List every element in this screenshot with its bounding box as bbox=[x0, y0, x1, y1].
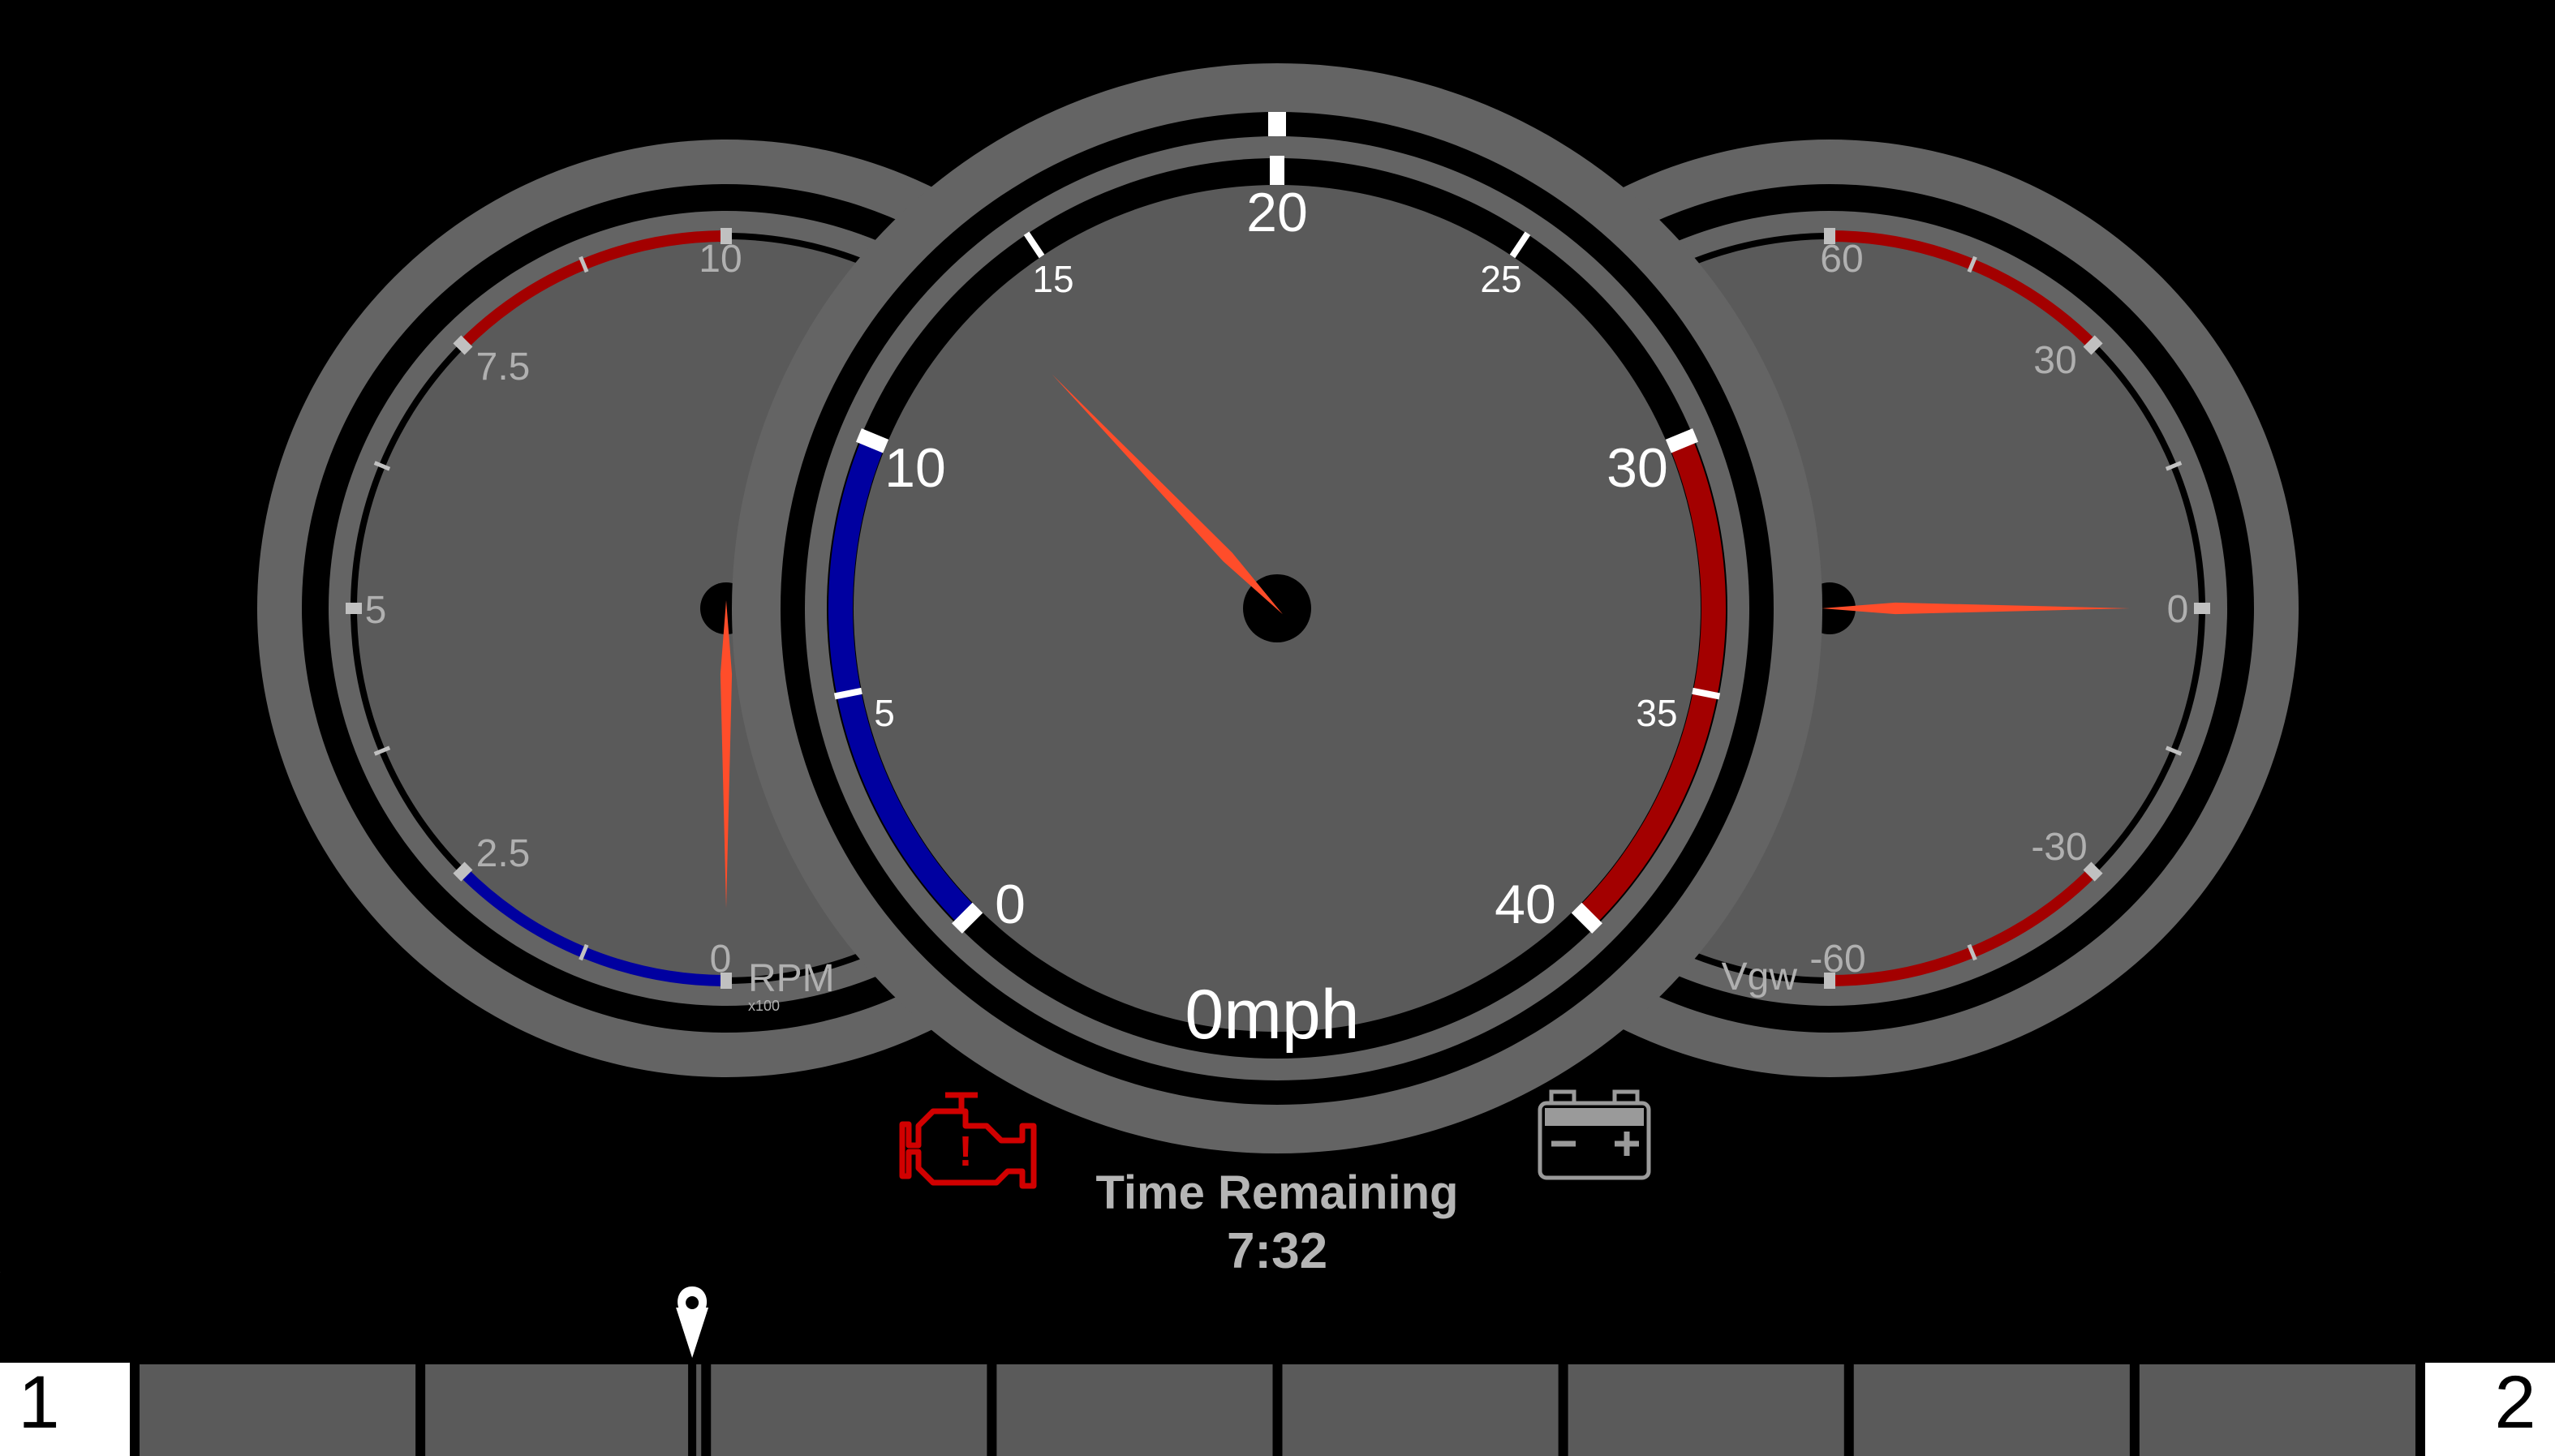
rpm-unit-label: RPM bbox=[748, 957, 835, 1000]
volt-tick bbox=[2165, 461, 2183, 471]
speed-label-5: 5 bbox=[874, 692, 895, 734]
rpm-label-0: 0 bbox=[710, 938, 732, 981]
speed-tick-major bbox=[1571, 902, 1602, 934]
rpm-label-7-5: 7.5 bbox=[476, 346, 531, 389]
rpm-tick bbox=[579, 943, 589, 961]
track-segment bbox=[711, 1364, 987, 1456]
time-remaining-value: 7:32 bbox=[1227, 1223, 1327, 1279]
volt-label-60: 60 bbox=[1820, 238, 1863, 281]
speed-tick-major bbox=[1665, 428, 1698, 453]
speedometer: 0 5 10 15 20 25 30 35 40 0mph bbox=[732, 63, 1822, 1153]
speed-tick-major bbox=[856, 428, 889, 453]
voltage-needle bbox=[1822, 602, 2130, 615]
rpm-tick bbox=[373, 461, 391, 471]
rpm-tick bbox=[579, 256, 589, 273]
rpm-tick bbox=[453, 861, 473, 882]
speed-label-20: 20 bbox=[1246, 182, 1308, 243]
speed-label-35: 35 bbox=[1636, 692, 1677, 734]
speed-tick-minor bbox=[1509, 231, 1531, 259]
speed-label-30: 30 bbox=[1607, 437, 1668, 499]
volt-tick bbox=[2083, 335, 2103, 355]
track-segment bbox=[1568, 1364, 1844, 1456]
speed-readout: 0mph bbox=[1185, 976, 1359, 1054]
speed-label-0: 0 bbox=[995, 874, 1026, 935]
time-remaining-label: Time Remaining bbox=[1096, 1166, 1459, 1219]
speed-label-25: 25 bbox=[1480, 258, 1521, 300]
volt-tick bbox=[1967, 943, 1977, 961]
speed-label-10: 10 bbox=[884, 437, 946, 499]
speed-tick-minor bbox=[1023, 231, 1045, 259]
rpm-multiplier-label: x100 bbox=[748, 998, 780, 1014]
volt-label-neg60: -60 bbox=[1809, 938, 1865, 981]
rpm-label-10: 10 bbox=[699, 238, 742, 281]
progress-track: 1 2 bbox=[0, 1272, 2555, 1456]
location-pin-icon bbox=[676, 1286, 709, 1358]
rpm-needle bbox=[720, 600, 733, 908]
rpm-label-5: 5 bbox=[365, 589, 387, 632]
track-segment bbox=[1853, 1364, 2130, 1456]
track-segment bbox=[1282, 1364, 1559, 1456]
volt-label-neg30: -30 bbox=[2031, 826, 2087, 869]
end-label: 2 bbox=[2494, 1361, 2536, 1444]
volt-label-0: 0 bbox=[2167, 588, 2189, 631]
track-segment bbox=[996, 1364, 1273, 1456]
speed-tick-minor bbox=[833, 687, 862, 700]
progress-marker-line bbox=[688, 1363, 697, 1456]
volt-unit-label: Vgw bbox=[1722, 956, 1798, 999]
rpm-tick bbox=[373, 745, 391, 756]
start-label: 1 bbox=[18, 1361, 59, 1444]
speed-tick-major bbox=[952, 902, 983, 934]
rpm-label-2-5: 2.5 bbox=[476, 832, 531, 875]
battery-icon bbox=[1538, 1089, 1651, 1180]
check-engine-icon: ! bbox=[899, 1092, 1037, 1189]
rpm-tick bbox=[453, 335, 473, 355]
track-segment bbox=[140, 1364, 416, 1456]
track-segment bbox=[2139, 1364, 2415, 1456]
track-segment bbox=[425, 1364, 702, 1456]
speed-label-15: 15 bbox=[1032, 258, 1073, 300]
volt-tick bbox=[2083, 861, 2103, 882]
volt-tick bbox=[1967, 256, 1977, 273]
speed-label-40: 40 bbox=[1495, 874, 1556, 935]
svg-text:!: ! bbox=[958, 1128, 972, 1175]
volt-label-30: 30 bbox=[2033, 339, 2076, 382]
volt-tick bbox=[2165, 745, 2183, 756]
speed-tick-minor bbox=[1692, 687, 1721, 700]
speed-needle bbox=[1052, 374, 1283, 615]
